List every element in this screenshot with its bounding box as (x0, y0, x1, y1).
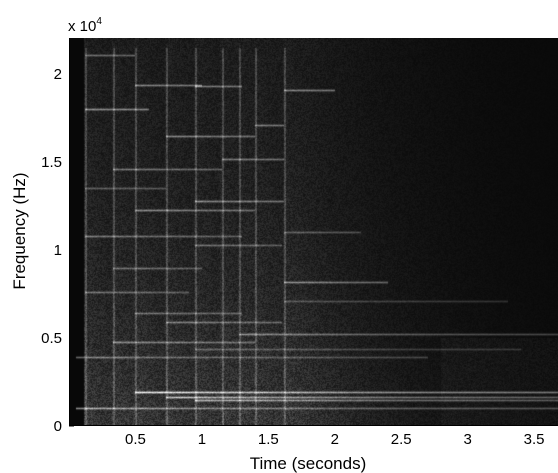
y-tick-label: 0.5 (41, 330, 62, 347)
x-tick-label: 0.5 (125, 431, 146, 448)
spectrogram-image (69, 38, 558, 426)
x-tick-label: 1.5 (258, 431, 279, 448)
y-axis-multiplier-base: x 10 (68, 18, 96, 35)
x-tick-label: 2.5 (391, 431, 412, 448)
y-axis-multiplier: x 104 (68, 16, 102, 35)
plot-frame (69, 38, 558, 426)
y-tick-label: 2 (54, 66, 62, 83)
y-axis-label: Frequency (Hz) (10, 172, 29, 289)
x-tick-label: 3 (463, 431, 471, 448)
x-tick-label: 1 (198, 431, 206, 448)
y-axis-multiplier-exponent: 4 (96, 16, 102, 27)
x-axis-label: Time (seconds) (250, 454, 367, 473)
x-tick-label: 2 (331, 431, 339, 448)
y-axis-ticks: 0 0.5 1 1.5 2 (41, 66, 74, 435)
y-tick-label: 0 (54, 418, 62, 435)
plot-area (59, 38, 558, 426)
y-tick-label: 1 (54, 242, 62, 259)
y-tick-label: 1.5 (41, 154, 62, 171)
x-tick-label: 3.5 (524, 431, 545, 448)
